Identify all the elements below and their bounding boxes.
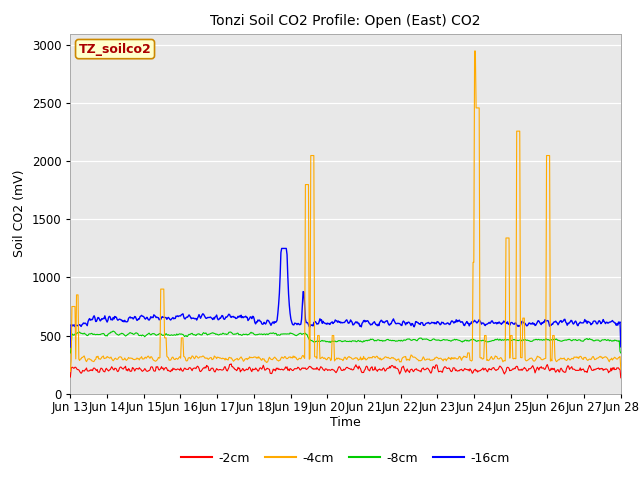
Y-axis label: Soil CO2 (mV): Soil CO2 (mV) [13,170,26,257]
Text: TZ_soilco2: TZ_soilco2 [79,43,152,56]
Title: Tonzi Soil CO2 Profile: Open (East) CO2: Tonzi Soil CO2 Profile: Open (East) CO2 [211,14,481,28]
X-axis label: Time: Time [330,416,361,429]
Legend: -2cm, -4cm, -8cm, -16cm: -2cm, -4cm, -8cm, -16cm [176,447,515,469]
